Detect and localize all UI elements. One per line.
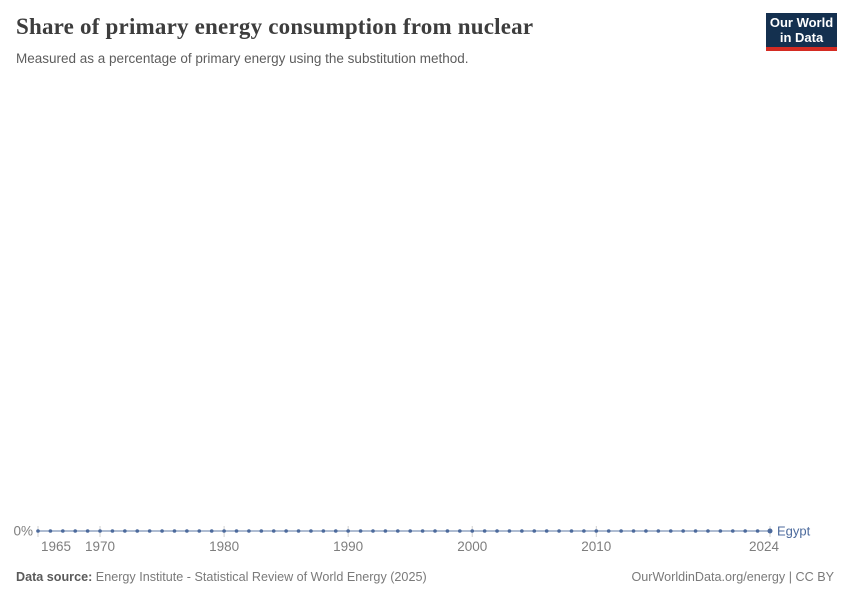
series-point[interactable] [395, 529, 400, 533]
series-point[interactable] [433, 529, 437, 533]
series-point[interactable] [495, 529, 499, 533]
series-point[interactable] [718, 529, 723, 533]
series-point[interactable] [135, 529, 140, 533]
credit-line: OurWorldinData.org/energy | CC BY [631, 570, 834, 584]
series-point[interactable] [209, 529, 214, 533]
series-point[interactable] [470, 529, 475, 533]
series-point[interactable] [383, 529, 388, 533]
series-point[interactable] [532, 529, 537, 533]
series-point[interactable] [185, 529, 189, 533]
series-point[interactable] [582, 529, 586, 533]
series-point[interactable] [693, 529, 698, 533]
series-point[interactable] [160, 529, 164, 533]
series-point[interactable] [743, 529, 747, 533]
series-point[interactable] [85, 529, 90, 533]
series-point[interactable] [557, 529, 561, 533]
x-axis-tick-label: 1970 [85, 539, 115, 554]
series-point[interactable] [358, 529, 363, 533]
series-point[interactable] [284, 529, 288, 533]
x-axis-tick-label: 2024 [749, 539, 780, 554]
series-point[interactable] [606, 529, 611, 533]
data-source: Data source: Energy Institute - Statisti… [16, 569, 427, 585]
x-axis-tick-label: 1980 [209, 539, 239, 554]
owid-logo-line1: Our World [769, 15, 834, 30]
data-source-text: Energy Institute - Statistical Review of… [95, 570, 427, 584]
series-point[interactable] [61, 529, 65, 533]
chart-subtitle: Measured as a percentage of primary ener… [16, 51, 469, 66]
x-axis-tick-label: 2010 [581, 539, 611, 554]
series-point[interactable] [271, 529, 276, 533]
series-point[interactable] [482, 529, 487, 533]
series-point[interactable] [197, 529, 202, 533]
series-point[interactable] [445, 529, 450, 533]
series-point[interactable] [644, 529, 648, 533]
series-point[interactable] [569, 529, 574, 533]
x-axis-tick-label: 2000 [457, 539, 487, 554]
series-point[interactable] [656, 529, 661, 533]
series-point[interactable] [730, 529, 735, 533]
series-point[interactable] [544, 529, 549, 533]
series-entity-label[interactable]: Egypt [777, 524, 811, 539]
series-point[interactable] [619, 529, 623, 533]
series-point[interactable] [73, 529, 78, 533]
x-axis-tick-label: 1965 [41, 539, 71, 554]
series-point[interactable] [458, 529, 462, 533]
series-point[interactable] [110, 529, 115, 533]
series-point[interactable] [147, 529, 152, 533]
series-point[interactable] [631, 529, 636, 533]
owid-logo: Our World in Data [766, 13, 837, 51]
series-point[interactable] [123, 529, 127, 533]
series-point[interactable] [222, 529, 226, 533]
series-point[interactable] [507, 529, 512, 533]
y-axis-tick-label: 0% [13, 524, 33, 539]
chart-footer: Data source: Energy Institute - Statisti… [16, 569, 834, 585]
series-point[interactable] [98, 529, 102, 533]
series-point[interactable] [668, 529, 673, 533]
series-point[interactable] [755, 529, 760, 533]
series-point[interactable] [408, 529, 413, 533]
series-point[interactable] [48, 529, 53, 533]
owid-logo-line2: in Data [779, 30, 824, 45]
series-point[interactable] [520, 529, 524, 533]
data-source-label: Data source: [16, 570, 93, 584]
series-point[interactable] [296, 529, 301, 533]
series-point[interactable] [234, 529, 239, 533]
series-point[interactable] [371, 529, 375, 533]
series-point[interactable] [259, 529, 264, 533]
series-point[interactable] [346, 529, 350, 533]
series-point[interactable] [36, 529, 40, 533]
x-axis-tick-label: 1990 [333, 539, 363, 554]
series-point[interactable] [333, 529, 338, 533]
series-point[interactable] [767, 528, 773, 534]
page-title: Share of primary energy consumption from… [16, 14, 534, 39]
series-point[interactable] [172, 529, 177, 533]
series-point[interactable] [420, 529, 425, 533]
series-point[interactable] [321, 529, 326, 533]
series-point[interactable] [247, 529, 251, 533]
series-point[interactable] [309, 529, 313, 533]
series-point[interactable] [706, 529, 710, 533]
series-point[interactable] [594, 529, 599, 533]
series-point[interactable] [681, 529, 685, 533]
